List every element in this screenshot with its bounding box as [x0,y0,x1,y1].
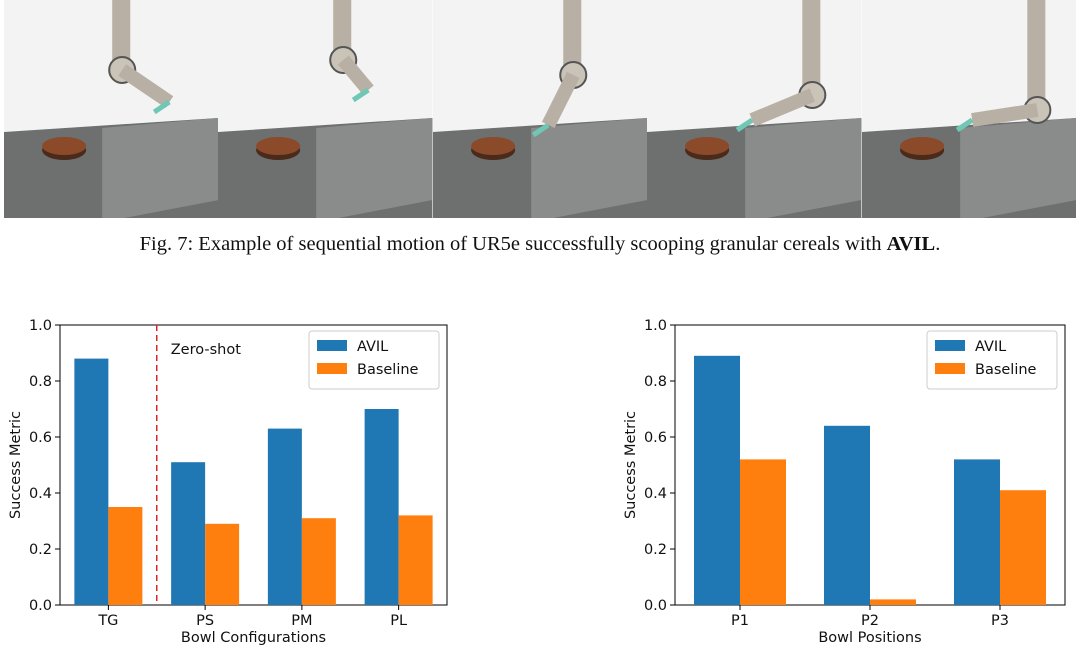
bar-avil-p1 [694,355,740,605]
robot-arm-link [333,0,352,60]
x-tick-label: P2 [861,613,879,629]
scoop-tool [736,117,754,133]
y-tick-label: 0.0 [644,598,667,614]
caption-end: . [935,233,941,255]
photo-scene [4,0,219,218]
cereal-top [899,137,944,155]
legend-label-avil: AVIL [975,339,1006,355]
x-tick-label: PL [390,613,407,629]
legend-label-baseline: Baseline [975,362,1037,378]
chart-svg-right: 0.0 0.2 0.4 0.6 0.8 1.0 P1 P2 P3 Bowl Positions Su… [623,318,1066,646]
zero-shot-annotation: Zero-shot [171,342,241,358]
x-tick-label: PS [196,613,214,629]
table-reflection [959,118,1077,218]
y-axis-label: Success Metric [623,411,639,519]
photo-frame-3 [432,0,648,218]
bar-avil-tg [74,358,109,605]
bar-baseline-pl [398,515,433,605]
cereal-top [256,137,301,155]
legend-swatch-baseline [317,363,347,374]
bar-baseline-p2 [870,599,916,605]
robot-forearm [970,103,1039,127]
bar-baseline-p1 [740,459,786,605]
photo-scene [218,0,433,218]
robot-arm-link [112,0,131,70]
table-reflection [530,118,648,218]
bar-avil-p3 [954,459,1000,605]
legend-swatch-avil [935,340,965,351]
cereal-top [42,137,87,155]
caption-text: Fig. 7: Example of sequential motion of … [139,233,887,255]
bar-baseline-ps [205,523,240,605]
robot-photo-sequence [4,0,1077,218]
y-tick-label: 0.2 [644,542,667,558]
figure-caption: Fig. 7: Example of sequential motion of … [0,233,1080,256]
x-tick-label: P1 [731,613,749,629]
bar-avil-pm [267,428,302,605]
table-reflection [316,118,433,218]
bowl-configurations-chart: 0.0 0.2 0.4 0.6 0.8 1.0 TG PS PM PL Bowl Configura… [0,300,460,648]
y-tick-label: 0.8 [29,374,52,390]
cereal-top [685,137,730,155]
photo-frame-5 [861,0,1077,218]
x-axis-label: Bowl Configurations [181,630,326,646]
scoop-tool [152,99,171,115]
robot-forearm [541,71,580,129]
legend-swatch-baseline [935,363,965,374]
cereal-top [470,137,515,155]
y-axis-label: Success Metric [8,411,24,519]
photo-scene [647,0,862,218]
bar-baseline-tg [108,507,143,605]
scoop-tool [955,117,974,133]
y-tick-label: 0.6 [29,430,52,446]
robot-arm-link [1026,0,1045,110]
robot-arm-link [563,0,582,75]
bar-baseline-p3 [1000,490,1046,605]
y-tick-label: 1.0 [644,318,667,334]
photo-frame-4 [647,0,862,218]
y-tick-label: 0.4 [644,486,667,502]
legend-label-avil: AVIL [357,339,388,355]
x-axis-label: Bowl Positions [818,630,921,646]
y-tick-label: 0.2 [29,542,52,558]
bar-baseline-pm [301,518,336,605]
scoop-tool [352,87,371,103]
bar-avil-ps [171,462,206,605]
photo-scene [861,0,1077,218]
y-tick-label: 0.8 [644,374,667,390]
y-tick-label: 0.4 [29,486,52,502]
photo-frame-2 [218,0,433,218]
x-tick-label: P3 [991,613,1009,629]
photo-frame-1 [4,0,219,218]
plot-frame [59,324,448,606]
robot-forearm [338,55,375,95]
scoop-tool [531,122,550,138]
y-tick-label: 0.0 [29,598,52,614]
y-tick-label: 0.6 [644,430,667,446]
bar-avil-p2 [824,425,870,605]
legend-label-baseline: Baseline [357,362,419,378]
chart-svg-left: 0.0 0.2 0.4 0.6 0.8 1.0 TG PS PM PL Bowl Configura… [8,318,448,646]
x-tick-label: PM [291,613,312,629]
table-reflection [102,118,219,218]
robot-forearm [749,88,816,127]
y-tick-label: 1.0 [29,318,52,334]
photo-scene [432,0,648,218]
bowl-positions-chart: 0.0 0.2 0.4 0.6 0.8 1.0 P1 P2 P3 Bowl Positions Su… [615,300,1080,648]
x-tick-label: TG [97,613,118,629]
bar-avil-pl [364,409,399,605]
legend-swatch-avil [317,340,347,351]
robot-arm-link [802,0,821,95]
caption-method-name: AVIL [886,233,936,255]
table-reflection [745,118,862,218]
robot-forearm [118,64,174,108]
